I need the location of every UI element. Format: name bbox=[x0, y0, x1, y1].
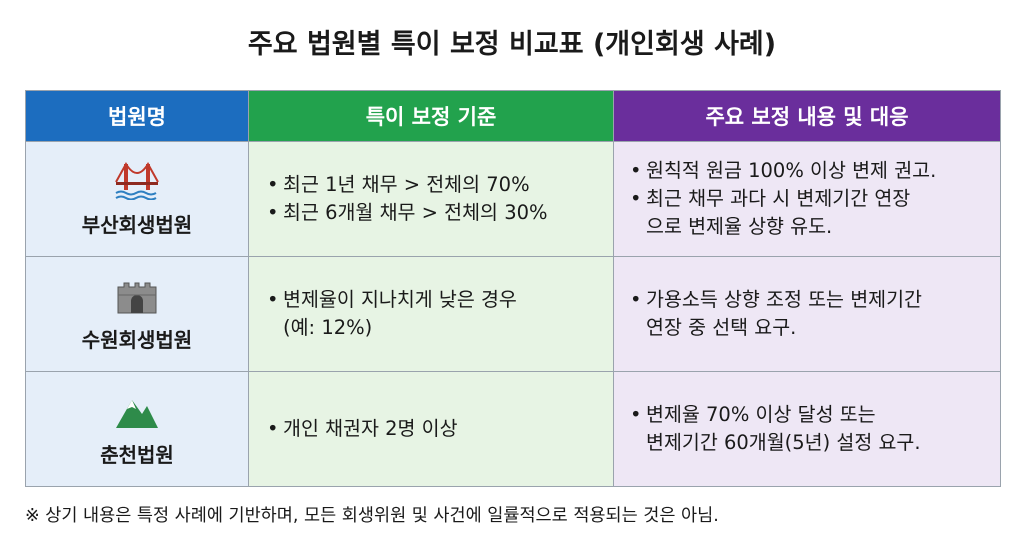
table-body: 부산회생법원 최근 1년 채무 > 전체의 70% 최근 6개월 채무 > 전체의 … bbox=[25, 141, 1001, 487]
bullet-item: 원칙적 원금 100% 이상 변제 권고. bbox=[626, 157, 1000, 185]
fortress-icon bbox=[117, 282, 157, 314]
bullet-line: 변제율 70% 이상 달성 또는 bbox=[646, 403, 876, 426]
bullet-item: 최근 1년 채무 > 전체의 70% bbox=[263, 171, 613, 199]
table-row: 부산회생법원 최근 1년 채무 > 전체의 70% 최근 6개월 채무 > 전체의 … bbox=[25, 141, 1001, 257]
mountain-icon bbox=[116, 400, 158, 428]
bullet-item: 개인 채권자 2명 이상 bbox=[263, 415, 613, 443]
court-cell: 춘천법원 bbox=[25, 371, 249, 487]
bullet-line: 으로 변제율 상향 유도. bbox=[646, 215, 833, 238]
footnote: ※ 상기 내용은 특정 사례에 기반하며, 모든 회생위원 및 사건에 일률적으… bbox=[25, 506, 719, 526]
bullet-line: 변제율이 지나치게 낮은 경우 bbox=[283, 288, 517, 311]
table-row: 수원회생법원 변제율이 지나치게 낮은 경우 (예: 12%) 가용소득 상향 조정 … bbox=[25, 256, 1001, 372]
bullet-line: 최근 1년 채무 > 전체의 70% bbox=[283, 173, 530, 196]
criteria-cell: 변제율이 지나치게 낮은 경우 (예: 12%) bbox=[248, 256, 614, 372]
title: 주요 법원별 특이 보정 비교표 (개인회생 사례) bbox=[247, 29, 777, 60]
column-header: 주요 보정 내용 및 대응 bbox=[613, 90, 1001, 142]
column-header: 특이 보정 기준 bbox=[248, 90, 614, 142]
bullet-item: 변제율이 지나치게 낮은 경우 (예: 12%) bbox=[263, 286, 613, 342]
bullet-line: 연장 중 선택 요구. bbox=[646, 316, 797, 339]
bullet-item: 최근 6개월 채무 > 전체의 30% bbox=[263, 199, 613, 227]
court-cell: 수원회생법원 bbox=[25, 256, 249, 372]
comparison-table: 법원명 특이 보정 기준 주요 보정 내용 및 대응 부산회생법원 최근 1년 채… bbox=[25, 90, 1001, 487]
criteria-cell: 최근 1년 채무 > 전체의 70% 최근 6개월 채무 > 전체의 30% bbox=[248, 141, 614, 257]
bullet-line: 최근 6개월 채무 > 전체의 30% bbox=[283, 201, 548, 224]
court-cell: 부산회생법원 bbox=[25, 141, 249, 257]
criteria-cell: 개인 채권자 2명 이상 bbox=[248, 371, 614, 487]
bullet-line: 최근 채무 과다 시 변제기간 연장 bbox=[646, 187, 911, 210]
bullet-line: 변제기간 60개월(5년) 설정 요구. bbox=[646, 431, 921, 454]
bullet-line: 원칙적 원금 100% 이상 변제 권고. bbox=[646, 159, 937, 182]
bullet-line: 개인 채권자 2명 이상 bbox=[283, 417, 458, 440]
court-name: 부산회생법원 bbox=[81, 213, 193, 237]
court-name: 수원회생법원 bbox=[81, 328, 193, 352]
measures-cell: 원칙적 원금 100% 이상 변제 권고. 최근 채무 과다 시 변제기간 연장으… bbox=[613, 141, 1001, 257]
column-header: 법원명 bbox=[25, 90, 249, 142]
court-name: 춘천법원 bbox=[100, 443, 174, 467]
bridge-icon bbox=[115, 162, 159, 201]
bullet-line: (예: 12%) bbox=[283, 316, 373, 339]
bullet-line: 가용소득 상향 조정 또는 변제기간 bbox=[646, 288, 922, 311]
